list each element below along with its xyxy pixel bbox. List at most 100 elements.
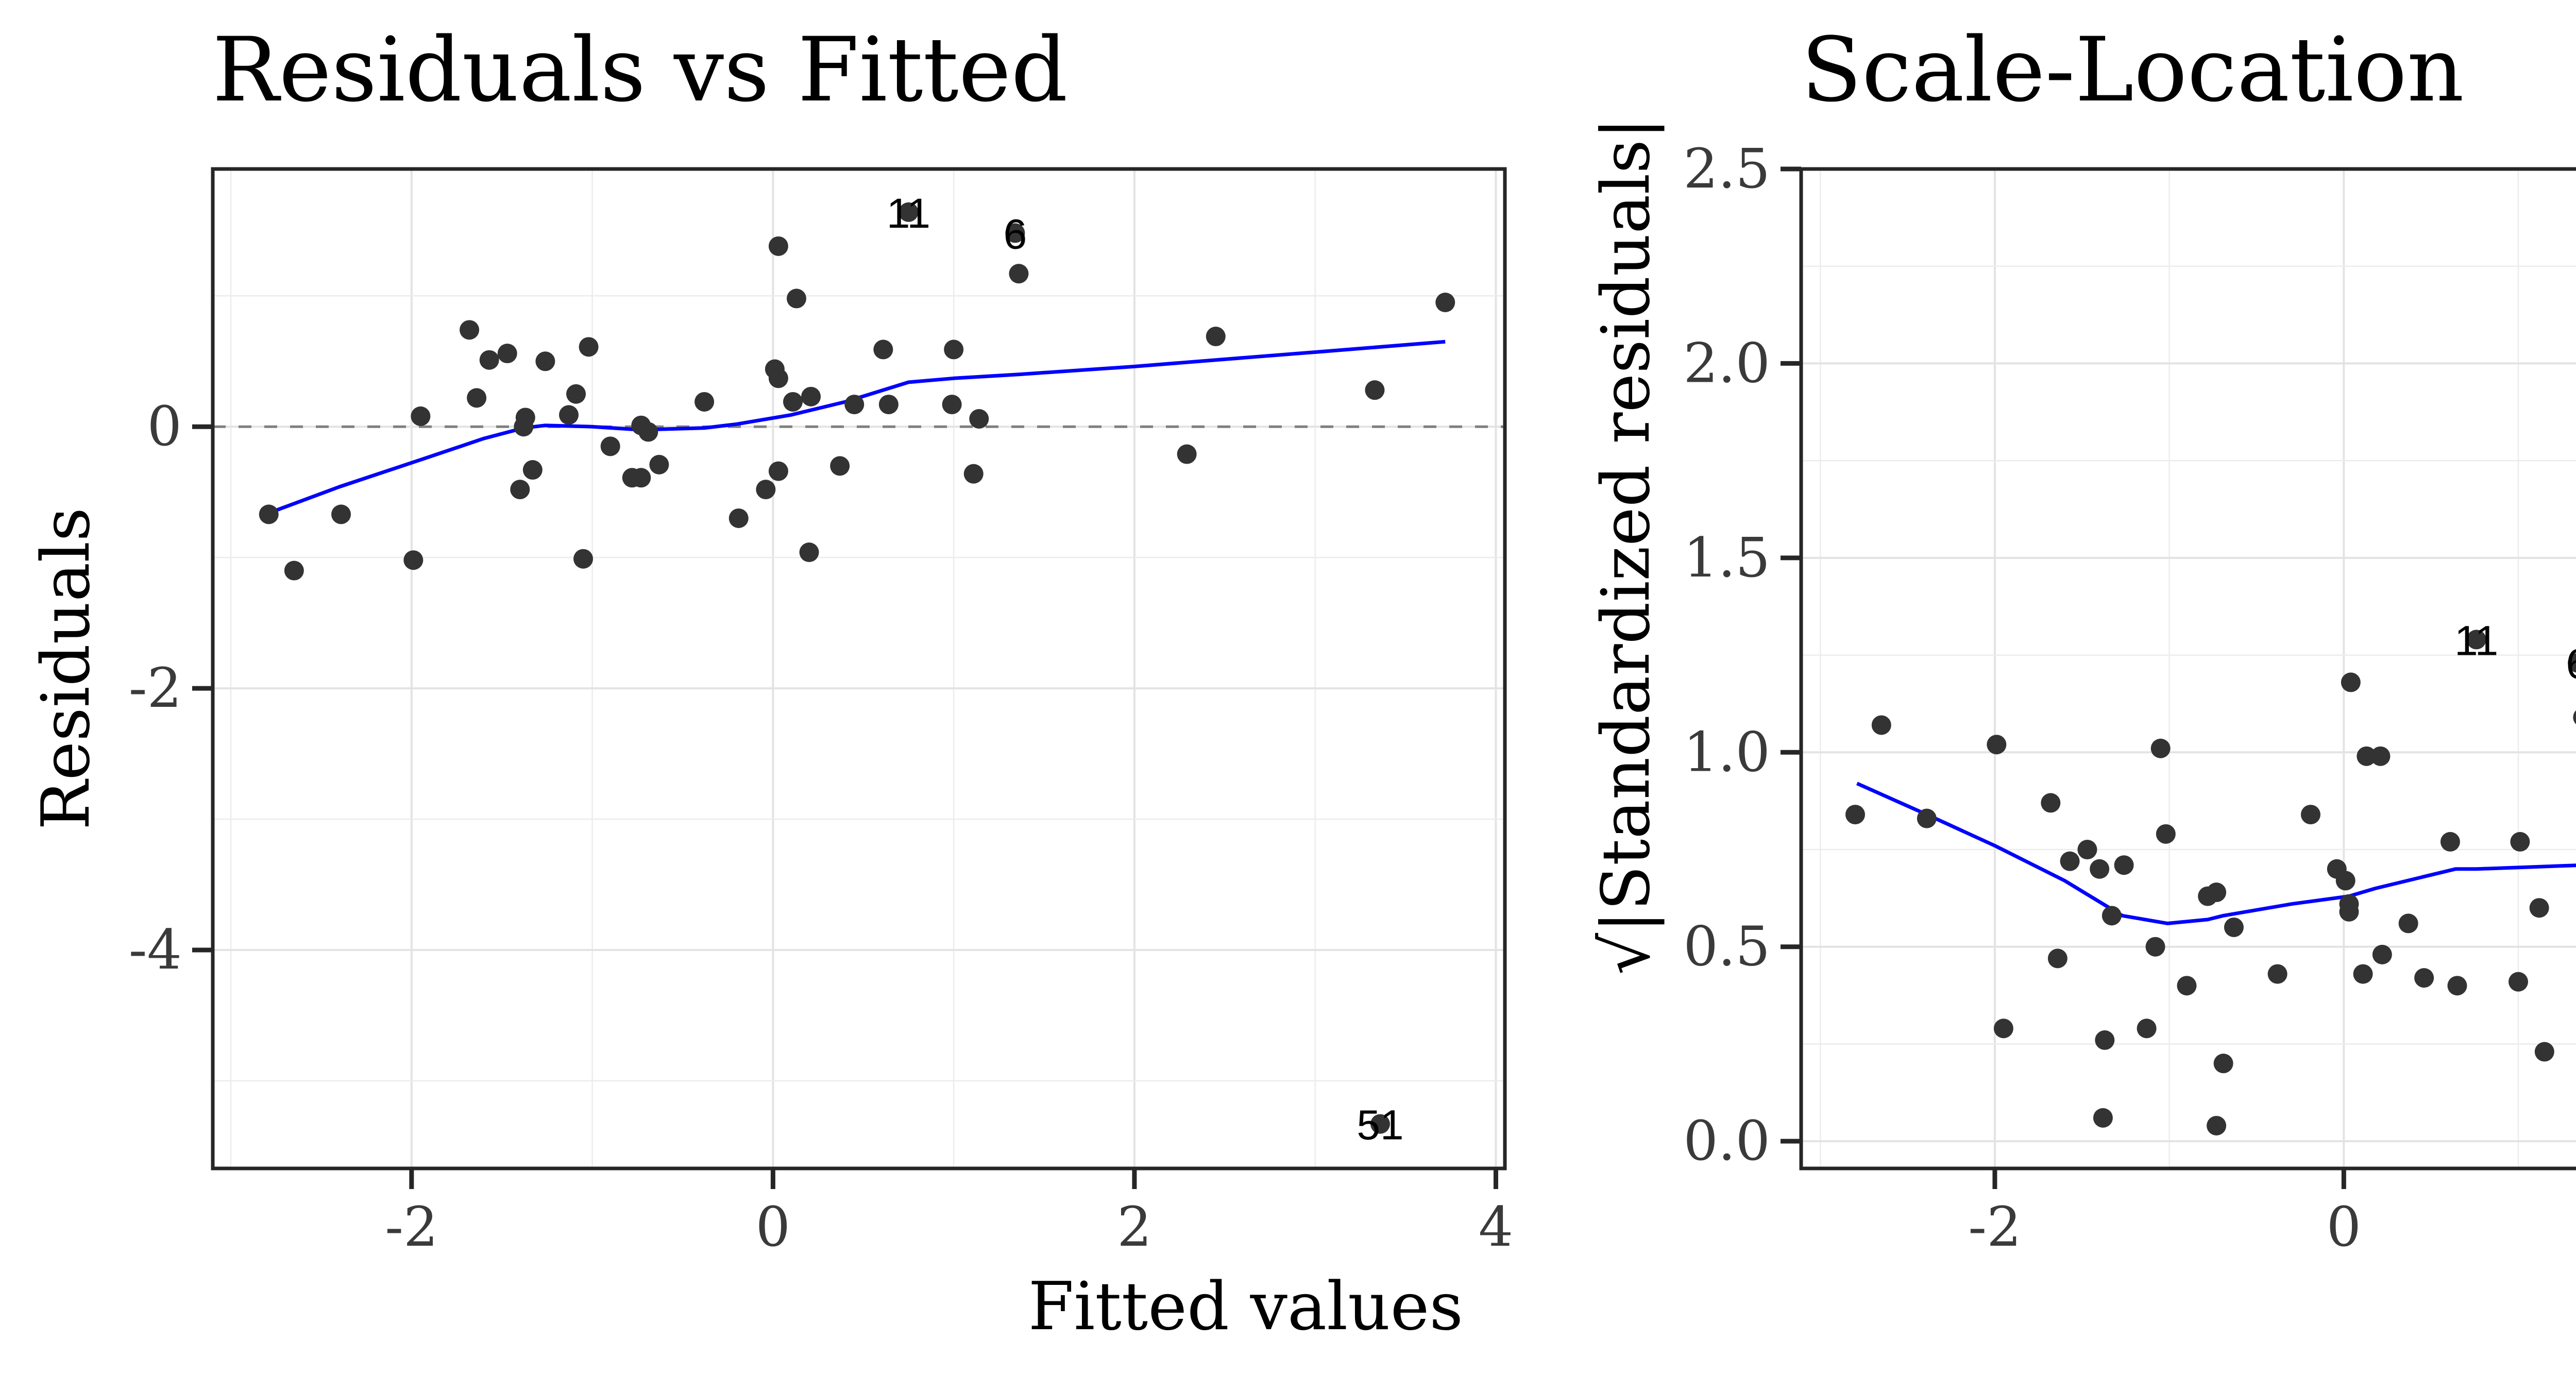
data-point (2267, 964, 2287, 984)
data-point (649, 454, 669, 474)
data-point (2372, 944, 2392, 964)
data-point (2207, 883, 2227, 903)
data-point (284, 561, 304, 581)
data-point (756, 480, 776, 500)
data-point (878, 395, 899, 415)
data-point (873, 340, 893, 360)
data-point (573, 549, 594, 569)
data-point (2114, 855, 2134, 875)
x-tick-label: 0 (756, 1195, 790, 1259)
y-tick-label: -2 (129, 656, 182, 720)
x-tick-label: -2 (385, 1195, 438, 1259)
data-point (944, 340, 964, 360)
data-point (2447, 976, 2467, 996)
data-point (631, 468, 651, 488)
data-point (403, 550, 423, 570)
y-tick-label: 0.5 (1683, 915, 1770, 978)
data-point (2357, 746, 2377, 766)
x-axis-title: Fitted values (1028, 1268, 1463, 1345)
data-point (479, 350, 499, 370)
data-point (1987, 735, 2007, 755)
data-point (331, 504, 351, 524)
y-tick-label: 2.0 (1683, 331, 1770, 395)
data-point (1917, 808, 1937, 828)
data-points (259, 202, 1455, 1134)
data-point (2177, 976, 2197, 996)
data-points (1845, 630, 2576, 1135)
data-point (2398, 913, 2418, 934)
data-point (2353, 964, 2373, 984)
chart-title: Residuals vs Fitted (212, 18, 1068, 122)
data-point (844, 395, 865, 415)
y-tick-label: 0 (147, 395, 182, 458)
data-point (2137, 1019, 2157, 1039)
data-point (2509, 972, 2529, 992)
x-tick-label: -2 (1968, 1195, 2021, 1259)
chart-title: Scale-Location (1801, 18, 2464, 122)
loess-smooth-line (1856, 782, 2576, 925)
data-point (1871, 715, 1891, 735)
data-point (259, 504, 279, 524)
data-point (510, 480, 530, 500)
data-point (1993, 1019, 2013, 1039)
data-point (2339, 902, 2359, 922)
data-point (2060, 851, 2080, 871)
data-point (2145, 937, 2165, 957)
data-point (1177, 444, 1197, 464)
data-point (969, 409, 989, 429)
data-point (768, 461, 788, 481)
data-point (600, 436, 620, 456)
panel-border (1799, 167, 2576, 1171)
gridlines (1801, 168, 2576, 1168)
panel-border (211, 167, 1507, 1171)
data-point (2529, 898, 2549, 918)
data-point (2041, 793, 2061, 813)
data-point (694, 392, 715, 412)
data-point (799, 542, 819, 563)
data-point (522, 460, 543, 480)
point-label: 6 (1004, 211, 1027, 258)
data-point (2534, 1042, 2554, 1062)
data-point (2095, 1030, 2115, 1050)
data-point (2047, 948, 2067, 969)
data-point (899, 202, 919, 222)
data-point (2093, 1108, 2113, 1128)
data-point (2207, 1115, 2227, 1135)
data-point (2414, 968, 2434, 988)
data-point (2150, 738, 2171, 758)
data-point (963, 464, 984, 484)
data-point (1005, 223, 1025, 243)
data-point (566, 384, 586, 404)
data-point (2573, 710, 2576, 724)
y-tick-label: 1.5 (1683, 526, 1770, 589)
data-point (579, 337, 599, 357)
data-point (497, 344, 517, 364)
data-point (783, 392, 803, 412)
data-point (830, 456, 850, 476)
data-point (2341, 672, 2361, 692)
data-point (2090, 859, 2110, 879)
data-point (768, 236, 788, 256)
point-label: 11 (2454, 617, 2498, 664)
y-tick-label: 0.0 (1683, 1109, 1770, 1173)
data-point (460, 320, 480, 340)
x-tick-label: 2 (1117, 1195, 1151, 1259)
data-point (2224, 917, 2244, 937)
data-point (1365, 380, 1385, 400)
data-point (2300, 805, 2320, 825)
data-point (2102, 906, 2122, 926)
data-point (1370, 1114, 1390, 1134)
residuals-vs-fitted-panel: Residuals vs Fitted 11 6 51 -2 0 2 4 -4 -2 0 Fi… (28, 18, 1513, 1345)
data-point (2370, 746, 2391, 766)
data-point (728, 508, 749, 528)
data-point (2156, 824, 2176, 844)
y-tick-label: -4 (129, 918, 182, 981)
point-label: 51 (1357, 1102, 1403, 1149)
data-point (1009, 264, 1029, 284)
y-tick-label: 2.5 (1683, 137, 1770, 200)
